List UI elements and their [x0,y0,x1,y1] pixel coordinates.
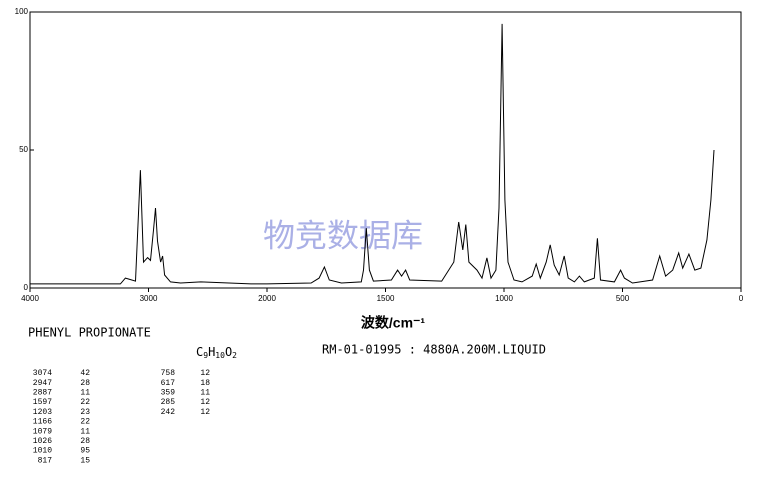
y-tick-label: 100 [15,7,29,16]
peak-wavenumber: 1203 [33,408,52,417]
peak-intensity: 28 [80,437,90,446]
peak-intensity: 22 [80,398,90,407]
x-tick-label: 4000 [21,294,39,303]
x-tick-label: 1000 [495,294,513,303]
formula-part: 10 [215,351,225,360]
peak-wavenumber: 3074 [33,369,52,378]
formula-part: O [225,345,232,359]
peak-intensity: 42 [80,369,90,378]
peak-intensity: 11 [80,389,90,398]
peak-wavenumber: 242 [161,408,176,417]
peak-wavenumber: 2887 [33,389,52,398]
watermark: 物竞数据库 [263,217,423,253]
x-tick-label: 0 [739,294,744,303]
peak-intensity: 11 [200,389,210,398]
peak-wavenumber: 359 [161,389,176,398]
x-tick-label: 500 [616,294,630,303]
formula-part: 2 [232,351,237,360]
formula-part: 9 [203,351,208,360]
peak-intensity: 23 [80,408,90,417]
peak-intensity: 11 [80,427,90,436]
x-tick-label: 2000 [258,294,276,303]
peak-intensity: 95 [80,447,90,456]
peak-intensity: 28 [80,379,90,388]
formula: C9H10O2 [196,345,237,360]
spectrum-line [30,23,715,285]
sample-info: RM-01-01995 : 4880A.200M.LIQUID [322,343,546,357]
y-tick-label: 0 [24,283,29,292]
peak-intensity: 18 [200,379,210,388]
peak-wavenumber: 1597 [33,398,52,407]
formula-part: H [208,345,215,359]
peak-wavenumber: 1166 [33,418,52,427]
peak-intensity: 12 [200,369,210,378]
peak-intensity: 15 [80,456,90,465]
x-axis-label: 波数/cm⁻¹ [361,315,426,331]
peak-wavenumber: 285 [161,398,176,407]
peak-wavenumber: 1010 [33,447,52,456]
x-tick-label: 1500 [377,294,395,303]
peak-intensity: 22 [80,418,90,427]
x-tick-label: 3000 [140,294,158,303]
peak-wavenumber: 1026 [33,437,52,446]
peak-intensity: 12 [200,408,210,417]
peak-wavenumber: 617 [161,379,176,388]
y-tick-label: 50 [19,145,28,154]
peak-wavenumber: 2947 [33,379,52,388]
peak-intensity: 12 [200,398,210,407]
peak-wavenumber: 817 [38,456,53,465]
formula-part: C [196,345,203,359]
peak-wavenumber: 758 [161,369,176,378]
compound-name: PHENYL PROPIONATE [28,326,151,340]
peak-wavenumber: 1079 [33,427,52,436]
